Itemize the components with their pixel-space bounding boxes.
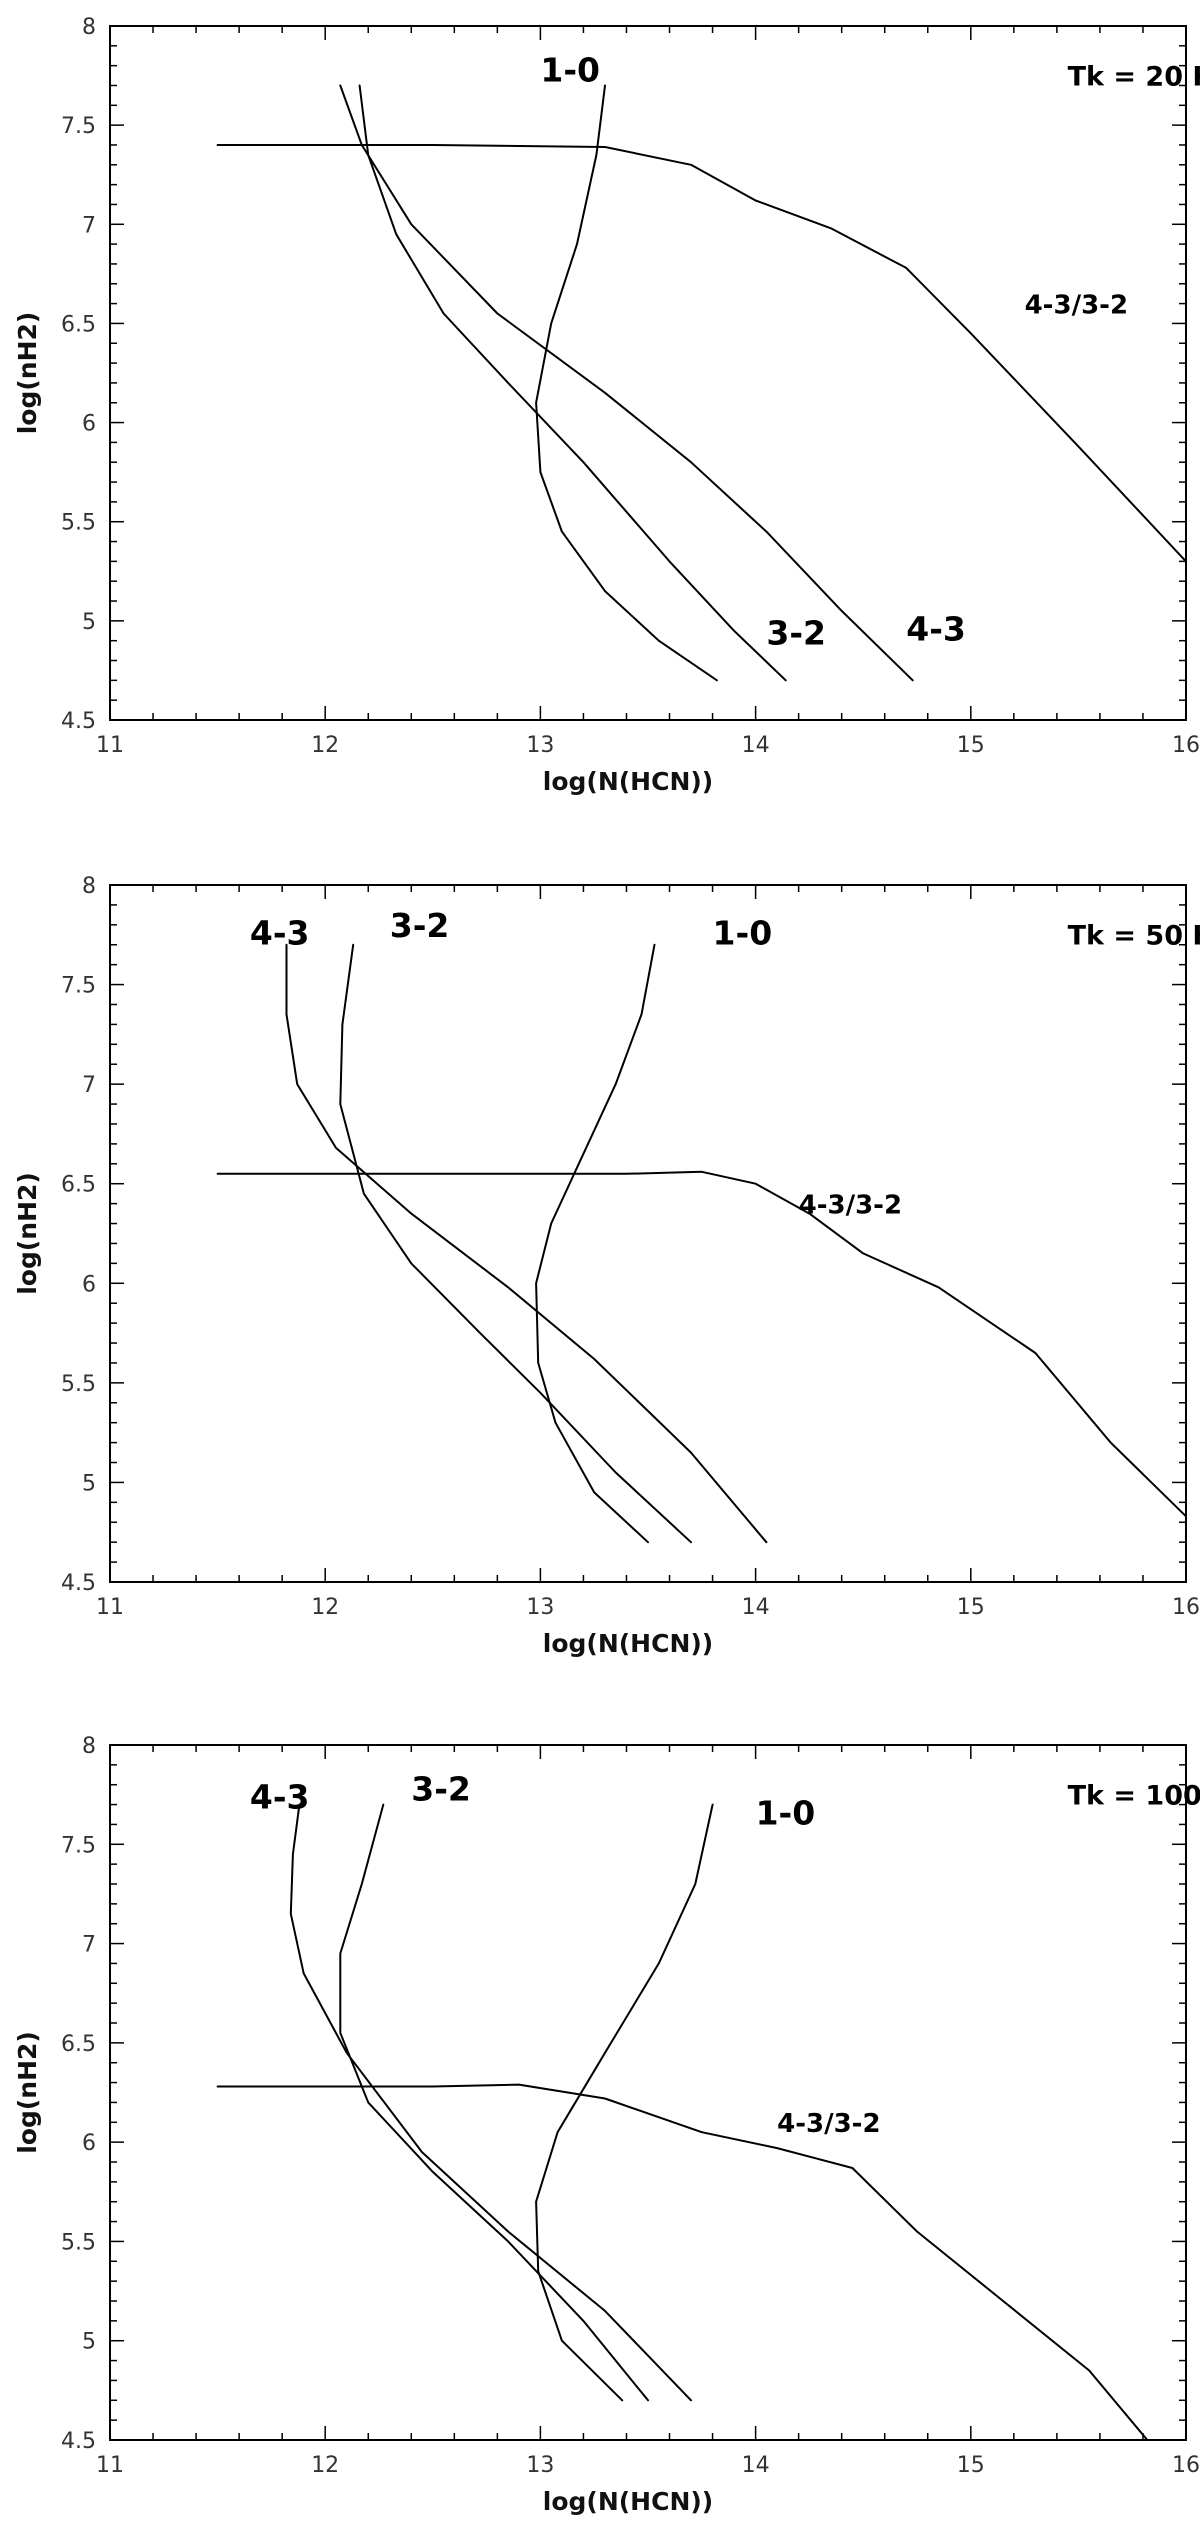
y-tick-label: 5 [82,1471,96,1496]
x-tick-label: 14 [742,1595,770,1620]
y-tick-label: 5.5 [61,2230,96,2255]
series-line-3-2 [339,1803,649,2402]
series-line-4-3 [289,1803,692,2402]
y-tick-label: 7 [82,213,96,238]
y-tick-label: 5 [82,610,96,635]
x-tick-label: 16 [1172,733,1200,758]
series-label: 3-2 [766,614,826,653]
series-line-4-3 [339,84,914,682]
series-label: 4-3/3-2 [799,1191,902,1221]
series-line-4-3-over-3-2 [216,144,1187,563]
y-tick-label: 7.5 [61,114,96,139]
x-tick-label: 12 [311,1595,339,1620]
series-line-3-2 [358,84,787,682]
x-axis-label: log(N(HCN)) [543,2487,713,2516]
y-tick-label: 8 [82,874,96,899]
chart-panel-1: 11 12 13 14 15 16 4.5 5 5.5 6 6.5 7 7.5 8 log(N(HCN)) l… [13,15,1200,796]
series-line-1-0 [535,943,656,1544]
series-label: 4-3 [250,914,310,953]
plot-frame [109,884,1187,1583]
x-tick-label: 11 [96,2453,124,2478]
x-tick-label: 12 [311,2453,339,2478]
series-label: 3-2 [390,906,450,945]
y-tick-label: 7.5 [61,974,96,999]
series-line-4-3-over-3-2 [216,2083,1149,2441]
x-axis-label: log(N(HCN)) [543,1629,713,1658]
y-axis-label: log(nH2) [13,312,42,435]
x-tick-label: 16 [1172,2453,1200,2478]
x-tick-label: 15 [957,1595,985,1620]
y-tick-label: 7 [82,1073,96,1098]
y-tick-label: 4.5 [61,709,96,734]
chart-panel-3: 11 12 13 14 15 16 4.5 5 5.5 6 6.5 7 7.5 8 log(N(HCN)) l… [13,1734,1200,2516]
series-label: 4-3 [906,610,966,649]
series-label: 4-3/3-2 [1025,291,1128,321]
temperature-annotation: Tk = 100 K [1068,1781,1200,1812]
x-tick-label: 14 [742,2453,770,2478]
temperature-annotation: Tk = 20 K [1068,61,1200,92]
x-tick-label: 13 [526,1595,554,1620]
x-tick-label: 13 [526,2453,554,2478]
y-tick-label: 7.5 [61,1833,96,1858]
y-tick-label: 6.5 [61,2032,96,2057]
y-tick-label: 6.5 [61,312,96,337]
x-tick-label: 12 [311,733,339,758]
y-tick-label: 8 [82,15,96,40]
y-axis-label: log(nH2) [13,2031,42,2154]
y-tick-label: 6 [82,412,96,437]
y-tick-label: 4.5 [61,2429,96,2454]
y-tick-label: 7 [82,1933,96,1958]
series-label: 4-3 [250,1778,310,1817]
chart-panel-2: 11 12 13 14 15 16 4.5 5 5.5 6 6.5 7 7.5 8 log(N(HCN)) l… [13,874,1200,1658]
temperature-annotation: Tk = 50 K [1068,921,1200,952]
series-line-3-2 [339,943,692,1544]
y-tick-label: 5.5 [61,511,96,536]
x-axis-label: log(N(HCN)) [543,767,713,796]
x-tick-label: 15 [957,2453,985,2478]
plot-frame [109,25,1187,721]
x-tick-label: 11 [96,1595,124,1620]
y-tick-label: 5.5 [61,1372,96,1397]
y-tick-label: 6 [82,2131,96,2156]
y-tick-label: 5 [82,2330,96,2355]
x-tick-label: 14 [742,733,770,758]
x-tick-label: 11 [96,733,124,758]
series-label: 3-2 [411,1770,471,1809]
series-line-4-3-over-3-2 [216,1170,1187,1518]
y-tick-label: 8 [82,1734,96,1759]
y-tick-label: 6 [82,1272,96,1297]
plot-frame [109,1744,1187,2441]
y-tick-label: 6.5 [61,1173,96,1198]
series-label: 1-0 [756,1793,816,1832]
series-label: 4-3/3-2 [777,2109,880,2139]
series-line-4-3 [285,943,768,1544]
series-label: 1-0 [713,914,773,953]
y-tick-label: 4.5 [61,1571,96,1596]
y-axis-label: log(nH2) [13,1172,42,1295]
series-label: 1-0 [540,51,600,90]
x-tick-label: 15 [957,733,985,758]
x-tick-label: 16 [1172,1595,1200,1620]
series-line-1-0 [535,84,718,682]
x-tick-label: 13 [526,733,554,758]
series-line-1-0 [535,1803,714,2402]
